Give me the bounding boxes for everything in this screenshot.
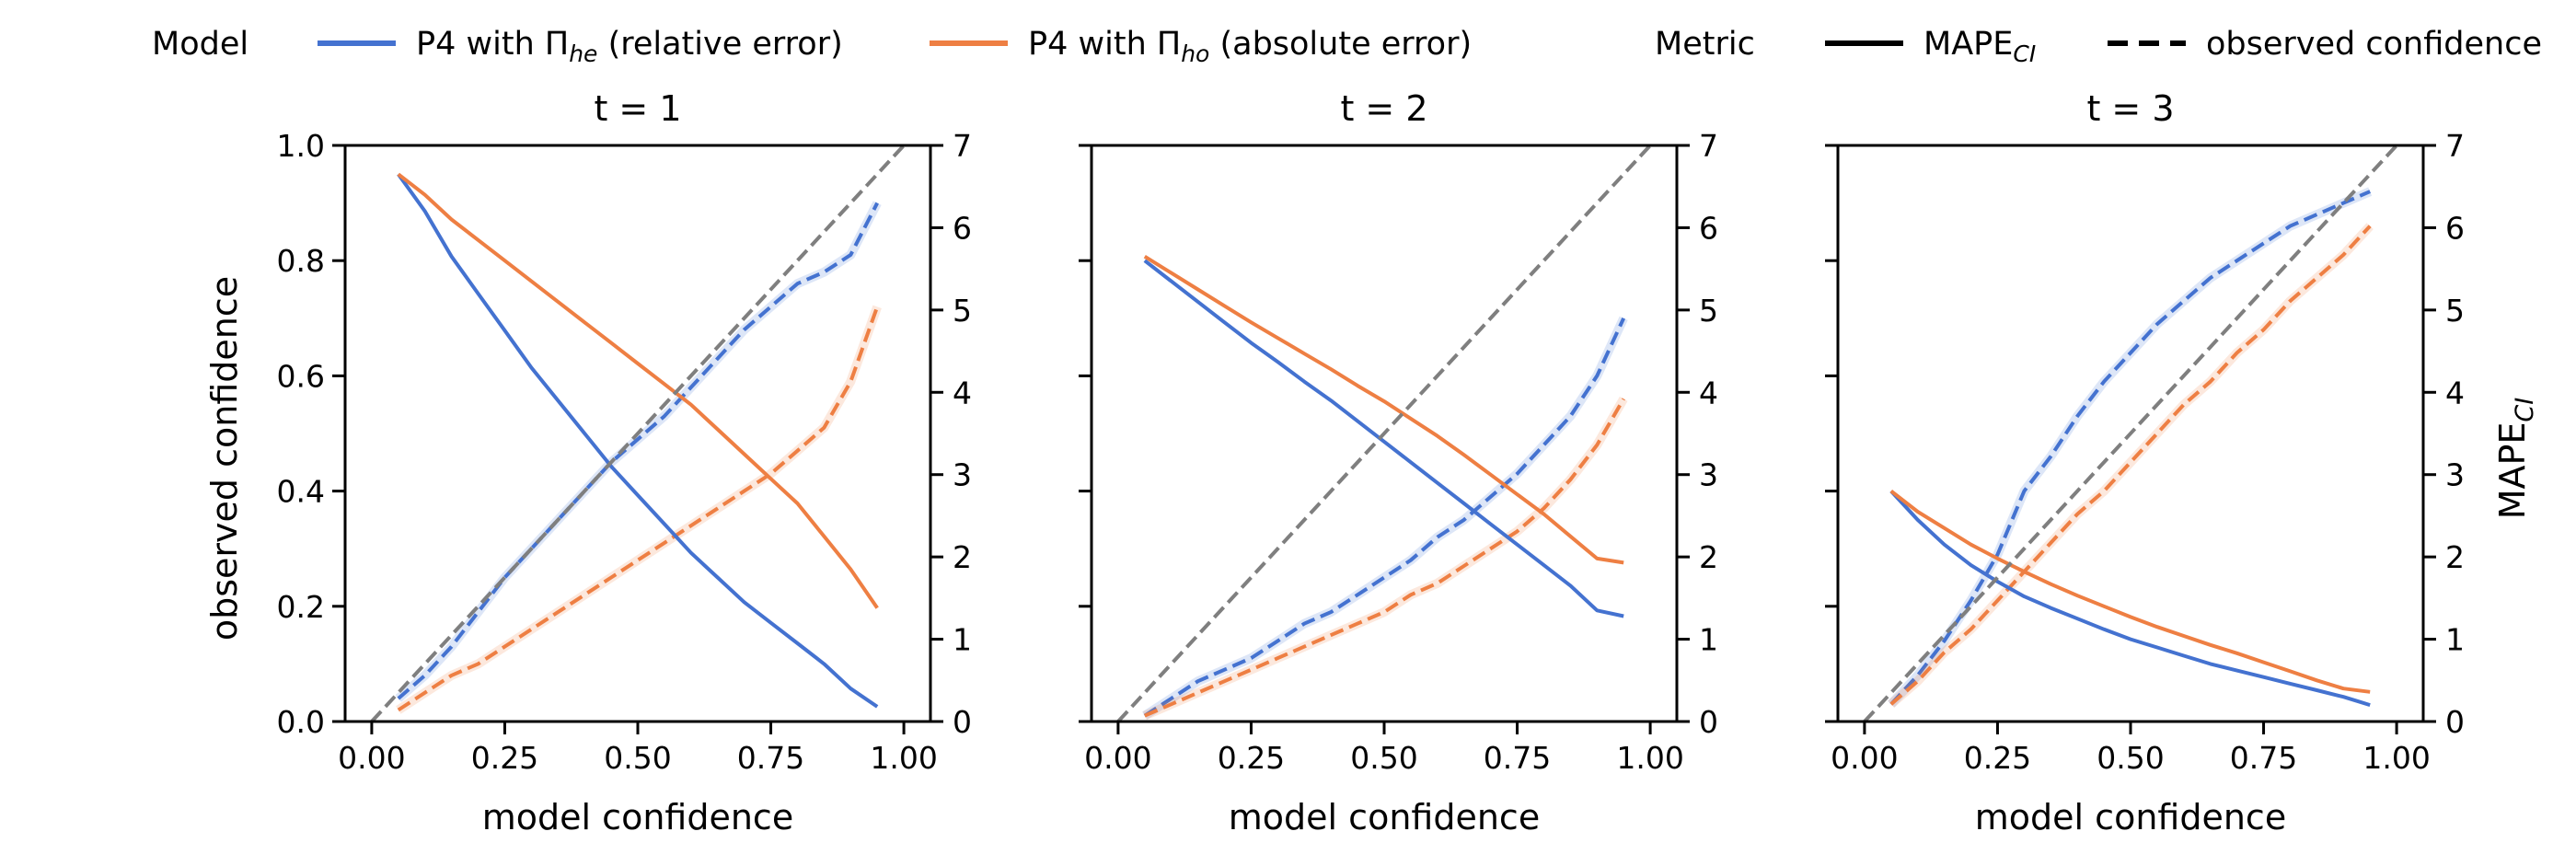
x-tick-label: 1.00 [1616, 740, 1683, 776]
panel-title: t = 1 [594, 88, 681, 129]
legend-ho-label: P4 with Πho (absolute error) [1028, 26, 1472, 67]
panel-t2: t = 2 0.00 0.25 0.50 0.75 1.00 model confidenc… [1079, 88, 1718, 837]
x-tick-label: 0.50 [1350, 740, 1417, 776]
series-ho_observed [1144, 398, 1625, 718]
y-tick-label-right: 0 [953, 704, 972, 740]
y-tick-label-left: 1.0 [277, 128, 325, 164]
series-he_mape [1889, 490, 2371, 708]
x-tick-label: 0.50 [2097, 740, 2164, 776]
y-tick-label-right: 6 [2445, 210, 2465, 246]
y-tick-label-right: 7 [953, 128, 972, 164]
y-tick-label-right: 1 [1699, 622, 1718, 658]
y-tick-label-right: 4 [1699, 375, 1718, 410]
x-tick-label: 0.50 [604, 740, 671, 776]
y-tick-label-right: 5 [2445, 293, 2465, 329]
y-tick-label-right: 3 [1699, 457, 1718, 493]
series-he_mape [397, 173, 879, 709]
y-tick-label-left: 0.4 [277, 474, 325, 510]
x-tick-label: 0.75 [1484, 740, 1551, 776]
x-tick-label: 1.00 [870, 740, 937, 776]
series-he_observed [1889, 190, 2371, 706]
x-tick-label: 0.00 [1831, 740, 1898, 776]
panel-title: t = 3 [2086, 88, 2174, 129]
legend: Model P4 with Πhe (relative error) P4 wi… [152, 26, 2542, 67]
legend-mape-label: MAPECI [1923, 26, 2036, 67]
y-tick-label-left: 0.0 [277, 704, 325, 740]
series-he_observed [1143, 317, 1626, 718]
y-tick-label-right: 3 [953, 457, 972, 493]
y-tick-label-right: 0 [2445, 704, 2465, 740]
y-tick-label-right: 2 [953, 539, 972, 575]
series-band-ho_observed [1888, 223, 2374, 708]
x-axis-label: model confidence [1229, 797, 1540, 837]
panel-t3: t = 3 0.00 0.25 0.50 0.75 1.00 model confidenc… [1825, 88, 2465, 837]
y-tick-label-right: 6 [1699, 210, 1718, 246]
y-tick-label-right: 7 [2445, 128, 2465, 164]
panel-title: t = 2 [1340, 88, 1427, 129]
legend-observed-label: observed confidence [2206, 26, 2542, 63]
series-he_observed [397, 202, 879, 700]
y-tick-label-left: 0.8 [277, 243, 325, 279]
y-tick-label-right: 4 [953, 375, 972, 410]
x-axis-label: model confidence [1975, 797, 2286, 837]
x-tick-label: 0.25 [1218, 740, 1285, 776]
y-tick-label-left: 0.6 [277, 358, 325, 394]
legend-metric-header: Metric [1655, 26, 1755, 63]
x-tick-label: 0.25 [471, 740, 538, 776]
series-ideal [1116, 144, 1652, 723]
y-tick-label-right: 4 [2445, 375, 2465, 410]
series-ideal [1863, 144, 2398, 723]
y-tick-label-right: 1 [953, 622, 972, 658]
y-axis-label-left: observed confidence [204, 276, 245, 641]
series-ideal [370, 144, 906, 723]
x-tick-label: 1.00 [2362, 740, 2430, 776]
y-tick-label-right: 2 [1699, 539, 1718, 575]
series-he_mape [1143, 259, 1624, 618]
y-tick-label-right: 2 [2445, 539, 2465, 575]
y-tick-label-right: 5 [953, 293, 972, 329]
x-tick-label: 0.75 [737, 740, 804, 776]
y-tick-label-right: 5 [1699, 293, 1718, 329]
y-tick-label-right: 3 [2445, 457, 2465, 493]
series-band-he_observed [1888, 187, 2373, 708]
series-ho_observed [397, 306, 880, 712]
y-axis-label-right: MAPECI [2492, 398, 2539, 520]
series-band-he_observed [1142, 316, 1628, 720]
series-ho_mape [1889, 490, 2371, 694]
y-tick-label-right: 6 [953, 210, 972, 246]
y-tick-label-right: 1 [2445, 622, 2465, 658]
legend-he-label: P4 with Πhe (relative error) [416, 26, 843, 67]
x-tick-label: 0.25 [1964, 740, 2031, 776]
series-ho_mape [397, 172, 879, 609]
x-tick-label: 0.75 [2230, 740, 2297, 776]
legend-model-header: Model [152, 26, 248, 63]
series-ho_observed [1889, 225, 2372, 706]
y-tick-label-left: 0.2 [277, 589, 325, 625]
x-tick-label: 0.00 [338, 740, 405, 776]
x-tick-label: 0.00 [1084, 740, 1151, 776]
y-tick-label-right: 7 [1699, 128, 1718, 164]
y-tick-label-right: 0 [1699, 704, 1718, 740]
series-ho_mape [1143, 254, 1624, 565]
x-axis-label: model confidence [482, 797, 793, 837]
